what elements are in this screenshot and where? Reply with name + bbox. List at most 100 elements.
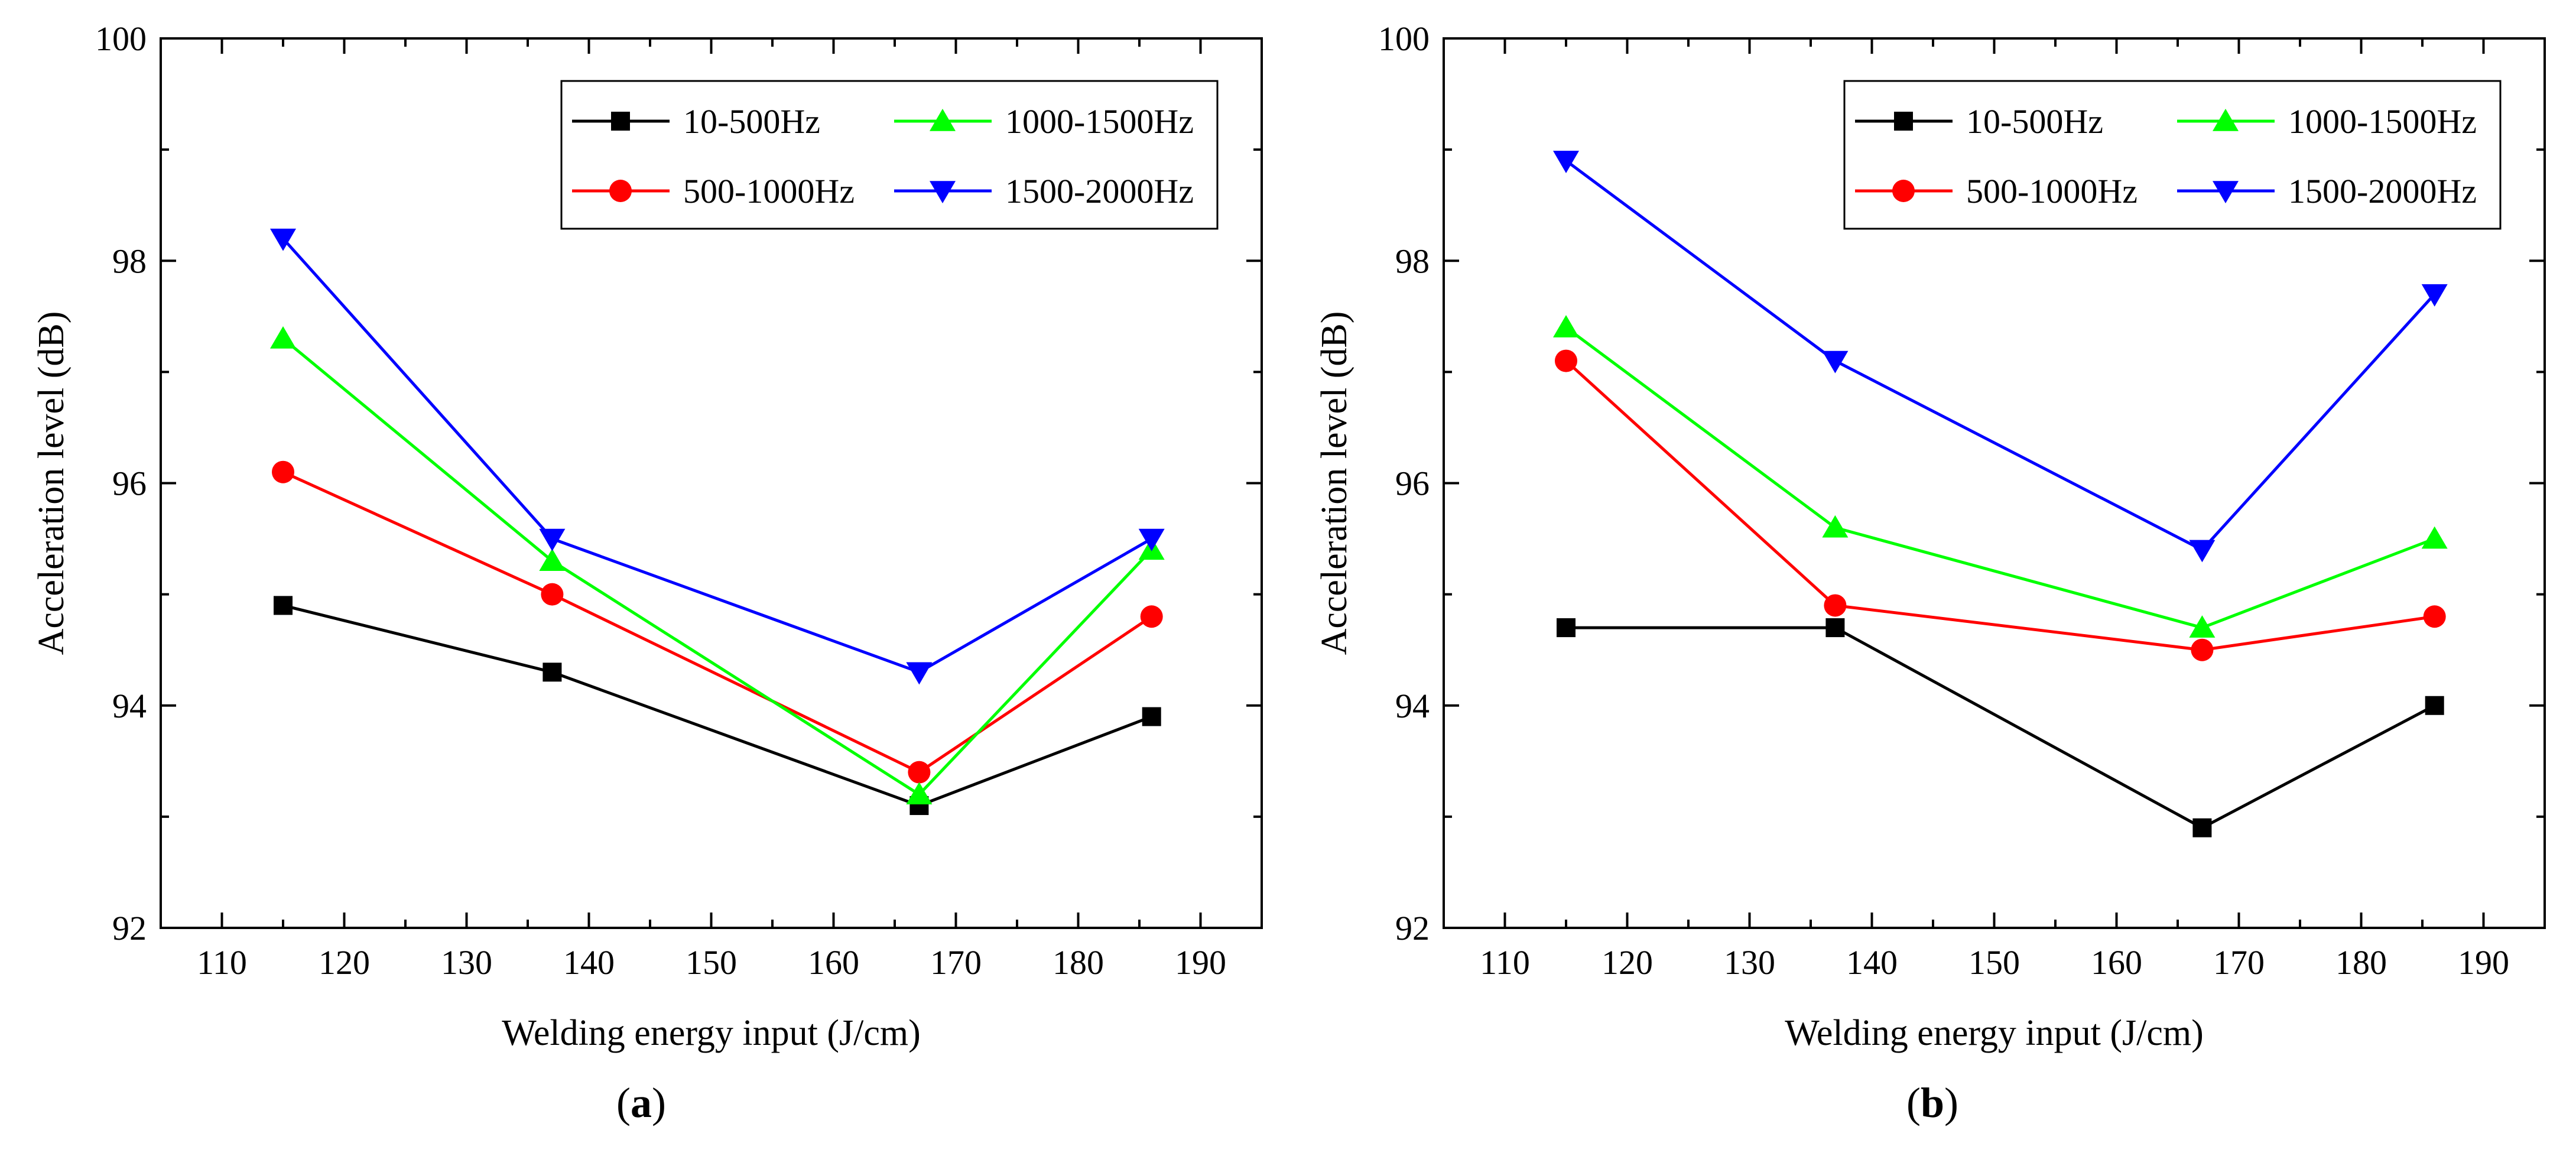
panel-a-x-tick-label: 170 [930,943,982,982]
panel-a-y-tick-label: 92 [112,909,147,947]
panel-a-series-1500-2000hz-line [282,237,1152,674]
panel-b-y-tick-label: 92 [1395,909,1430,947]
panel-b-x-axis-title: Welding energy input (J/cm) [1785,1013,2203,1053]
panel-a-series-1500-2000hz-point [906,662,933,685]
panel-b-y-axis-title: Acceleration level (dB) [1314,311,1354,655]
panel-a-panel-label-close: ) [652,1079,666,1126]
panel-a-x-tick-label: 130 [441,943,492,982]
panel-b: 110 120 130 140 150 160 170 180 190 92 94 96 98 100 We… [1314,20,2546,1126]
panel-a-panel-label-open: ( [616,1079,631,1126]
panel-b-series-1500-2000hz-point [1822,350,1849,374]
panel-a-series-1000-1500hz-point [539,548,566,571]
panel-a-series-1500-2000hz-point [270,228,296,251]
panel-b-series-1500-2000hz-point [2421,284,2448,307]
panel-a-series-10-500hz-point [1142,707,1161,726]
panel-b-y-tick-label: 100 [1378,20,1430,58]
panel-b-series-500-1000hz-point [1555,349,1577,372]
panel-a-series-500-1000hz-point [272,460,294,483]
panel-a-x-tick-label: 180 [1053,943,1104,982]
panel-b-legend-entry-label: 500-1000Hz [1966,172,2138,210]
panel-a-x-tick-label: 110 [197,943,247,982]
panel-a-series-10-500hz-line [282,604,1152,807]
panel-b-x-tick-label: 170 [2213,943,2265,982]
panel-b-y-tick-label: 98 [1395,242,1430,280]
panel-b-panel-label-open: ( [1906,1079,1921,1126]
panel-b-series-1500-2000hz-point [2189,540,2216,563]
panel-b-series-1500-2000hz-line [1565,159,2436,552]
panel-b-y-tick-label: 94 [1395,687,1430,725]
panel-a-series-500-1000hz-point [908,761,931,784]
panel-a-series-1000-1500hz-point [906,782,933,805]
panel-a-legend-entry-label: 500-1000Hz [683,172,855,210]
panel-b-x-tick-label: 180 [2335,943,2387,982]
panel-b-x-tick-label: 130 [1724,943,1775,982]
panel-b-series-1000-1500hz-line [1565,326,2435,629]
panel-b-series-1000-1500hz-point [1822,515,1849,538]
panel-b-x-tick-label: 110 [1480,943,1530,982]
panel-b-legend-entry-marker [1892,180,1915,202]
panel-a-panel-label-letter: a [631,1079,652,1126]
panel-a-x-tick-label: 140 [563,943,615,982]
panel-a-legend-entry-marker [930,181,956,203]
panel-a-y-axis-title: Acceleration level (dB) [31,311,72,655]
panel-b-legend-entry-marker [1894,112,1913,131]
panel-b-legend-box [1843,80,2502,230]
panel-a-legend-box [560,80,1219,230]
panel-a-legend-entry-label: 1500-2000Hz [1005,172,1194,210]
panel-b-series-10-500hz-point [2192,818,2212,837]
panel-b-series-500-1000hz-line [1565,359,2435,652]
panel-a-legend-entry-label: 10-500Hz [683,102,820,141]
panel-b-legend-entry-label: 1500-2000Hz [2288,172,2477,210]
panel-a-legend-entry-marker [611,112,630,131]
panel-b-series-10-500hz-point [1825,618,1845,638]
panel-a-series-1500-2000hz-point [1138,528,1165,551]
panel-b-series-1000-1500hz-point [2189,615,2216,638]
panel-a-y-tick-label: 94 [112,687,147,725]
panel-a-x-tick-label: 150 [686,943,737,982]
panel-a-legend-entry-marker [609,180,632,202]
panel-b-x-tick-label: 160 [2091,943,2142,982]
panel-a-legend-entry-marker [930,109,956,131]
panel-b-x-tick-label: 150 [1968,943,2020,982]
panel-a-panel-label: (a) [616,1079,666,1126]
panel-a-series-1000-1500hz-line [282,337,1153,797]
panel-b-x-tick-label: 120 [1602,943,1653,982]
panel-a-series-500-1000hz-point [1140,605,1163,628]
panel-b-x-tick-label: 190 [2458,943,2509,982]
panel-a-y-tick-label: 96 [112,465,147,503]
panel-a-y-tick-label: 100 [95,20,147,58]
panel-a-x-tick-label: 160 [808,943,859,982]
panel-a-series-500-1000hz-point [541,583,564,606]
panel-b-panel-label: (b) [1906,1079,1958,1126]
panel-b-y-tick-label: 96 [1395,465,1430,503]
panel-b-legend-entry-label: 10-500Hz [1966,102,2103,141]
panel-b-series-500-1000hz-point [1824,594,1847,617]
panel-a: 110 120 130 140 150 160 170 180 190 92 94 96 98 100 We… [31,20,1263,1126]
panel-b-x-tick-label: 140 [1846,943,1898,982]
panel-b-series-10-500hz-point [2425,696,2444,715]
panel-b-series-500-1000hz-point [2191,638,2214,661]
panel-b-panel-label-close: ) [1944,1079,1958,1126]
panel-a-x-tick-label: 120 [319,943,370,982]
panel-a-series-10-500hz-point [274,596,293,615]
panel-a-series-10-500hz-point [543,663,562,682]
panel-a-x-axis-title: Welding energy input (J/cm) [502,1013,920,1053]
panel-b-series-1500-2000hz-point [1553,151,1579,173]
panel-a-series-1500-2000hz-point [539,528,566,551]
panel-b-series-1000-1500hz-point [2421,526,2448,549]
panel-b-panel-label-letter: b [1921,1079,1944,1126]
panel-a-series-500-1000hz-line [282,470,1153,774]
panel-b-legend-entry-marker [2213,109,2239,131]
panel-a-y-tick-label: 98 [112,242,147,280]
panel-a-series-1000-1500hz-point [270,326,296,349]
panel-b-legend-entry-label: 1000-1500Hz [2288,102,2477,141]
panel-b-series-10-500hz-line [1566,626,2435,830]
panel-b-series-10-500hz-point [1557,618,1576,638]
panel-b-series-500-1000hz-point [2423,605,2446,628]
panel-b-series-1000-1500hz-point [1553,315,1579,337]
panel-b-legend-entry-marker [2213,181,2239,203]
panel-a-x-tick-label: 190 [1175,943,1226,982]
panel-a-legend-entry-label: 1000-1500Hz [1005,102,1194,141]
